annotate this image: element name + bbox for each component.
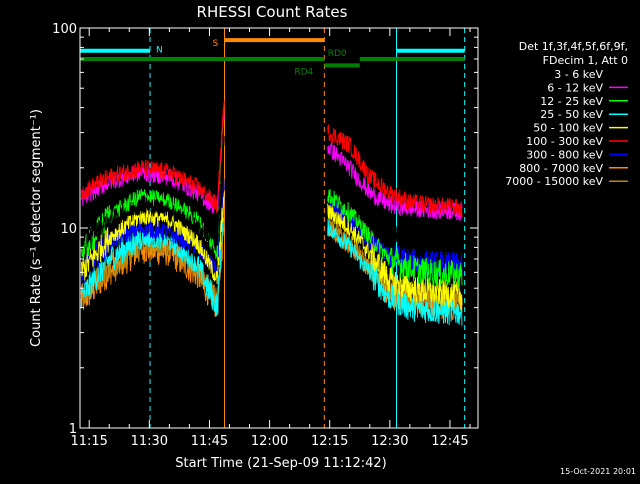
legend-entry-7: 800 - 7000 keV — [519, 162, 603, 175]
y-axis-label: Count Rate (s⁻¹ detector segment⁻¹) — [29, 109, 44, 347]
y-tick-label-0: 1 — [69, 422, 77, 437]
legend-entry-5: 100 - 300 keV — [526, 135, 603, 148]
x-tick-label-1: 11:30 — [131, 434, 168, 449]
legend-header-1: FDecim 1, Att 0 — [543, 54, 628, 67]
legend-header-0: Det 1f,3f,4f,5f,6f,9f, — [519, 40, 628, 53]
x-tick-label-0: 11:15 — [70, 434, 107, 449]
legend-entry-1: 6 - 12 keV — [547, 81, 603, 94]
series-line-0 — [80, 136, 463, 251]
x-tick-label-6: 12:45 — [431, 434, 468, 449]
flag-label-1: S — [212, 39, 218, 49]
series-line-2 — [80, 101, 463, 289]
series-lines — [80, 100, 463, 326]
flag-label-3: RD4 — [294, 67, 313, 77]
x-tick-label-5: 12:30 — [371, 434, 408, 449]
flag-label-0: N — [156, 46, 163, 56]
x-axis-label: Start Time (21-Sep-09 11:12:42) — [175, 456, 386, 471]
flag-bars: N S RD0 RD4 — [80, 38, 465, 77]
legend-entry-6: 300 - 800 keV — [526, 148, 603, 161]
series-line-4 — [80, 192, 463, 310]
chart-title: RHESSI Count Rates — [197, 3, 348, 21]
axes: 11:15 11:30 11:45 12:00 12:15 12:30 12:45 1 10 10… — [52, 22, 479, 449]
x-tick-label-4: 12:15 — [311, 434, 348, 449]
legend-entry-3: 25 - 50 keV — [540, 108, 603, 121]
legend-entry-8: 7000 - 15000 keV — [505, 175, 603, 188]
x-tick-label-2: 11:45 — [191, 434, 228, 449]
legend-entry-0: 3 - 6 keV — [554, 68, 603, 81]
render-timestamp: 15-Oct-2021 20:01 — [560, 467, 636, 476]
flag-label-2: RD0 — [328, 49, 347, 59]
legend-entry-4: 50 - 100 keV — [533, 122, 603, 135]
series-line-5 — [80, 100, 463, 218]
legend: Det 1f,3f,4f,5f,6f,9f,FDecim 1, Att 03 -… — [505, 40, 628, 188]
y-tick-label-1: 10 — [60, 222, 77, 237]
legend-entry-2: 12 - 25 keV — [540, 95, 603, 108]
x-tick-label-3: 12:00 — [251, 434, 288, 449]
y-tick-label-2: 100 — [52, 22, 77, 37]
